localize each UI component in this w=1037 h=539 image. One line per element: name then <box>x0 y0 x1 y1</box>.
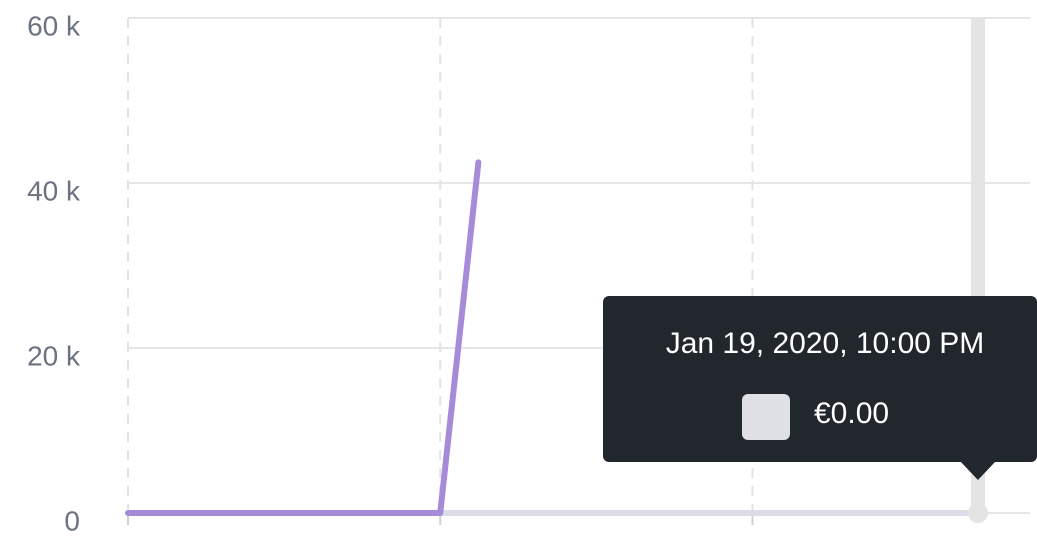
tooltip-title: Jan 19, 2020, 10:00 PM <box>666 327 985 360</box>
series-line <box>125 159 482 516</box>
hover-point <box>967 503 988 523</box>
tooltip-value: €0.00 <box>814 397 889 430</box>
tooltip: Jan 19, 2020, 10:00 PM €0.00 <box>603 296 1037 480</box>
y-tick-label: 0 <box>64 505 80 536</box>
y-tick-label: 40 k <box>27 175 81 206</box>
y-tick-label: 20 k <box>27 340 81 371</box>
tooltip-box <box>603 296 1037 462</box>
tooltip-swatch <box>742 394 790 440</box>
y-tick-label: 60 k <box>27 10 81 41</box>
tooltip-pointer <box>959 461 996 480</box>
